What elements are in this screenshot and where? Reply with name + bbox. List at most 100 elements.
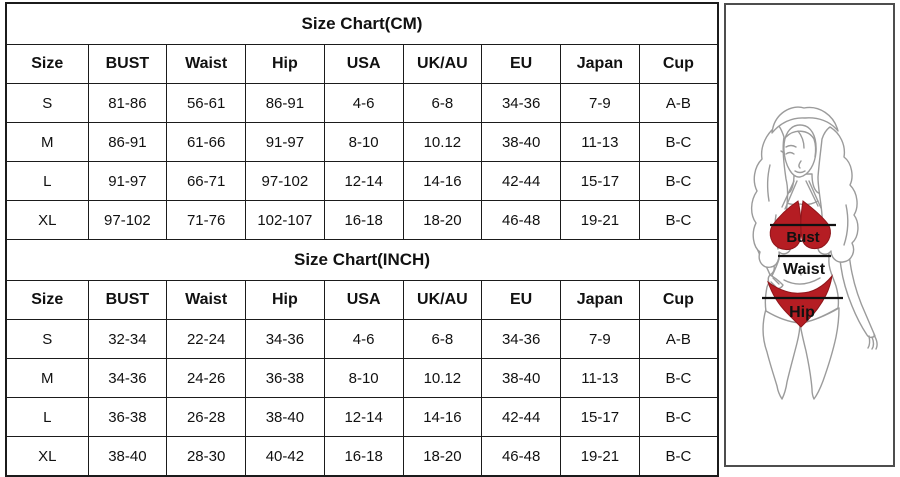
column-header-size: Size [5,44,89,84]
cell: 56-61 [166,83,246,123]
cell: 91-97 [245,122,325,162]
mouth [794,170,806,174]
waist-label: Waist [783,261,826,278]
cell: 8-10 [323,122,404,162]
cell: L [5,161,89,201]
table-row-inch-m: M 34-36 24-26 36-38 8-10 10.12 38-40 11-… [5,358,719,398]
cell: 6-8 [402,83,483,123]
cell: 16-18 [323,436,404,477]
column-header-bust: BUST [87,44,168,84]
column-header-size: Size [5,280,89,320]
cell: XL [5,200,89,240]
cell: B-C [638,161,719,201]
table-row-cm-l: L 91-97 66-71 97-102 12-14 14-16 42-44 1… [5,161,719,201]
cell: B-C [638,358,719,398]
cell: 38-40 [481,358,561,398]
right-leg [799,307,840,400]
cell: B-C [638,122,719,162]
column-header-hip: Hip [245,44,325,84]
right-hand-fingers [867,334,878,350]
table-row-inch-l: L 36-38 26-28 38-40 12-14 14-16 42-44 15… [5,397,719,437]
cell: S [5,83,89,123]
cell: 86-91 [245,83,325,123]
cell: 14-16 [402,161,483,201]
cell: 19-21 [560,200,640,240]
cell: 32-34 [87,319,168,359]
cell: 16-18 [323,200,404,240]
measurement-lines [762,223,843,300]
cell: 24-26 [166,358,246,398]
cell: 12-14 [323,397,404,437]
column-header-bust: BUST [87,280,168,320]
cell: 34-36 [481,83,561,123]
cell: 34-36 [481,319,561,359]
table-header-row-cm: Size BUST Waist Hip USA UK/AU EU Japan C… [5,44,719,84]
column-header-waist: Waist [166,44,246,84]
cell: 18-20 [402,200,483,240]
cell: 38-40 [87,436,168,477]
left-hand-finger-lines [770,277,780,288]
eyebrow [785,144,797,148]
cell: 34-36 [245,319,325,359]
cell: M [5,122,89,162]
cell: 4-6 [323,319,404,359]
navel-line [783,269,821,285]
column-header-ukau: UK/AU [402,280,483,320]
cell: 40-42 [245,436,325,477]
table-title-cm: Size Chart(CM) [5,2,719,45]
table-title-row-cm: Size Chart(CM) [5,2,719,45]
eye [780,150,795,155]
table-header-row-inch: Size BUST Waist Hip USA UK/AU EU Japan C… [5,280,719,320]
column-header-japan: Japan [560,44,640,84]
cell: 22-24 [166,319,246,359]
cell: 81-86 [87,83,168,123]
column-header-usa: USA [323,44,404,84]
woman-measurement-illustration: Bust Waist Hip [750,106,878,400]
cell: 36-38 [87,397,168,437]
column-header-cup: Cup [638,44,719,84]
size-chart-table: Size Chart(CM) Size BUST Waist Hip USA U… [5,2,719,477]
cell: 91-97 [87,161,168,201]
cell: 12-14 [323,161,404,201]
cell: 28-30 [166,436,246,477]
column-header-waist: Waist [166,280,246,320]
cell: B-C [638,200,719,240]
cell: 46-48 [481,436,561,477]
column-header-hip: Hip [245,280,325,320]
hip-label: Hip [789,304,815,321]
cell: 11-13 [560,122,640,162]
cell: 6-8 [402,319,483,359]
cell: 61-66 [166,122,246,162]
column-header-japan: Japan [560,280,640,320]
column-header-eu: EU [481,280,561,320]
cell: 26-28 [166,397,246,437]
cell: 42-44 [481,397,561,437]
cell: 18-20 [402,436,483,477]
cell: 38-40 [481,122,561,162]
table-row-inch-s: S 32-34 22-24 34-36 4-6 6-8 34-36 7-9 A-… [5,319,719,359]
cell: 102-107 [245,200,325,240]
bikini-bottom [767,274,833,328]
column-header-usa: USA [323,280,404,320]
cell: 46-48 [481,200,561,240]
bust-label: Bust [786,229,819,246]
cell: 10.12 [402,358,483,398]
cell: 11-13 [560,358,640,398]
column-header-eu: EU [481,44,561,84]
hair-crown [771,106,839,134]
cell: S [5,319,89,359]
cell: A-B [638,319,719,359]
table-title-inch: Size Chart(INCH) [5,239,719,281]
cell: 15-17 [560,161,640,201]
cell: 7-9 [560,83,640,123]
bikini-straps [781,180,822,210]
cell: 38-40 [245,397,325,437]
cell: 86-91 [87,122,168,162]
cell: B-C [638,436,719,477]
column-header-cup: Cup [638,280,719,320]
cell: M [5,358,89,398]
column-header-ukau: UK/AU [402,44,483,84]
table-row-cm-xl: XL 97-102 71-76 102-107 16-18 18-20 46-4… [5,200,719,240]
table-title-row-inch: Size Chart(INCH) [5,239,719,281]
